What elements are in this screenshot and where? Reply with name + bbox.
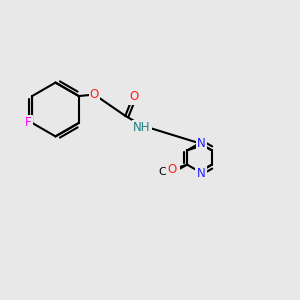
Text: NH: NH [133, 121, 151, 134]
Text: F: F [25, 116, 32, 130]
Text: N: N [196, 167, 206, 180]
Text: O: O [167, 164, 177, 176]
Text: CH₃: CH₃ [158, 167, 178, 177]
Text: O: O [130, 90, 139, 104]
Text: N: N [197, 137, 206, 150]
Text: O: O [90, 88, 99, 101]
